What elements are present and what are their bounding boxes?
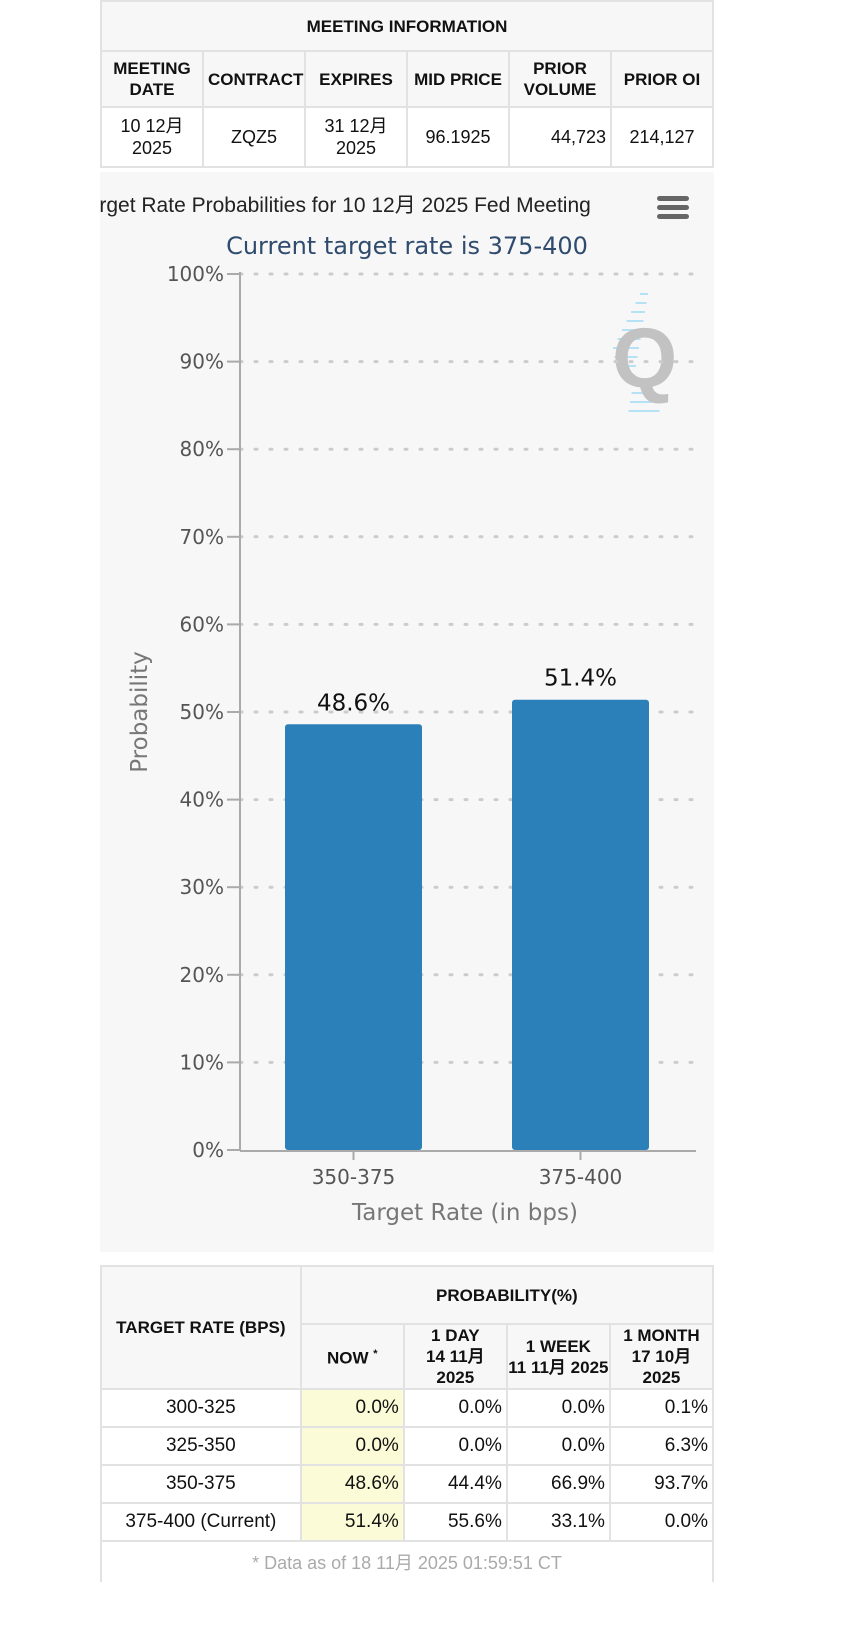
cell-week: 33.1% <box>505 1502 611 1542</box>
watermark-logo: Q <box>612 293 677 412</box>
chart-svg: Target Rate Probabilities for 10 12月 202… <box>100 194 696 1226</box>
meeting-date: 10 12月 2025 <box>100 106 204 168</box>
chart-subtitle: Current target rate is 375-400 <box>226 232 588 260</box>
cell-rate: 350-375 <box>100 1464 302 1504</box>
col-1-month: 1 MONTH 17 10月 2025 <box>608 1323 715 1390</box>
meeting-date-line2: 2025 <box>131 138 173 158</box>
cell-rate: 375-400 (Current) <box>100 1502 302 1542</box>
col-1-week-label: 1 WEEK <box>525 1336 591 1356</box>
y-tick-label: 10% <box>180 1050 224 1074</box>
y-tick-label: 20% <box>180 963 224 987</box>
col-1-day-date: 14 11月 2025 <box>426 1347 485 1387</box>
cell-month: 0.1% <box>608 1388 715 1428</box>
prior-volume: 44,723 <box>508 106 612 168</box>
x-axis-label: Target Rate (in bps) <box>351 1200 578 1226</box>
col-expires: EXPIRES <box>304 50 408 108</box>
x-tick-label: 375-400 <box>539 1165 623 1189</box>
col-now-sup: * <box>373 1348 378 1361</box>
cell-rate: 325-350 <box>100 1426 302 1466</box>
expires-line1: 31 12月 <box>324 116 388 136</box>
table-row: 10 12月 2025 ZQZ5 31 12月 2025 96.1925 44,72… <box>100 106 714 168</box>
col-probability-group: PROBABILITY(%) <box>299 1265 715 1325</box>
data-label: 48.6% <box>317 690 390 716</box>
col-contract: CONTRACT <box>202 50 306 108</box>
col-target-rate: TARGET RATE (BPS) <box>100 1265 302 1390</box>
footnote: * Data as of 18 11月 2025 01:59:51 CT <box>100 1540 714 1582</box>
chart-title: Target Rate Probabilities for 10 12月 202… <box>100 194 591 217</box>
table-row: 350-375 48.6% 44.4% 66.9% 93.7% <box>100 1464 715 1504</box>
expires: 31 12月 2025 <box>304 106 408 168</box>
cell-now: 48.6% <box>299 1464 405 1504</box>
cell-day: 44.4% <box>402 1464 508 1504</box>
col-now: NOW * <box>299 1323 405 1390</box>
col-1-day-label: 1 DAY <box>431 1326 480 1345</box>
mid-price: 96.1925 <box>406 106 510 168</box>
col-1-week: 1 WEEK 11 11月 2025 <box>505 1323 611 1390</box>
cell-week: 0.0% <box>505 1388 611 1428</box>
cell-month: 93.7% <box>608 1464 715 1504</box>
table-row: 375-400 (Current) 51.4% 55.6% 33.1% 0.0% <box>100 1502 715 1542</box>
y-tick-label: 50% <box>180 700 224 724</box>
cell-now: 0.0% <box>299 1426 405 1466</box>
col-1-week-date: 11 11月 2025 <box>508 1357 609 1377</box>
y-tick-label: 30% <box>180 875 224 899</box>
cell-now: 0.0% <box>299 1388 405 1428</box>
cell-day: 0.0% <box>402 1426 508 1466</box>
col-1-month-label: 1 MONTH <box>623 1326 700 1345</box>
cell-month: 6.3% <box>608 1426 715 1466</box>
expires-line2: 2025 <box>335 138 377 158</box>
hamburger-menu-icon[interactable] <box>657 196 689 219</box>
cell-now: 51.4% <box>299 1502 405 1542</box>
probability-chart: Target Rate Probabilities for 10 12月 202… <box>100 172 714 1252</box>
cell-month: 0.0% <box>608 1502 715 1542</box>
col-prior-volume: PRIOR VOLUME <box>508 50 612 108</box>
y-tick-label: 100% <box>167 262 224 286</box>
y-axis-label: Probability <box>127 651 153 773</box>
bar-375-400[interactable] <box>512 699 649 1150</box>
cell-week: 0.0% <box>505 1426 611 1466</box>
col-1-month-date: 17 10月 2025 <box>631 1347 692 1387</box>
watermark-q: Q <box>612 311 677 405</box>
y-tick-label: 60% <box>180 612 224 636</box>
y-tick-label: 0% <box>192 1138 224 1162</box>
cell-week: 66.9% <box>505 1464 611 1504</box>
x-tick-label: 350-375 <box>312 1165 396 1189</box>
y-tick-label: 40% <box>180 788 224 812</box>
cell-day: 55.6% <box>402 1502 508 1542</box>
cell-rate: 300-325 <box>100 1388 302 1428</box>
cell-day: 0.0% <box>402 1388 508 1428</box>
probability-table: TARGET RATE (BPS) PROBABILITY(%) NOW * 1… <box>100 1265 715 1582</box>
table-row: 325-350 0.0% 0.0% 0.0% 6.3% <box>100 1426 715 1466</box>
meeting-date-line1: 10 12月 <box>120 116 184 136</box>
col-now-label: NOW <box>326 1348 369 1368</box>
meeting-information-table: MEETING INFORMATION MEETING DATE CONTRAC… <box>100 0 714 168</box>
y-tick-label: 70% <box>180 525 224 549</box>
bar-350-375[interactable] <box>285 724 422 1150</box>
col-mid-price: MID PRICE <box>406 50 510 108</box>
col-prior-oi: PRIOR OI <box>610 50 714 108</box>
y-tick-label: 90% <box>180 350 224 374</box>
meeting-caption: MEETING INFORMATION <box>100 0 714 52</box>
y-tick-label: 80% <box>180 437 224 461</box>
col-meeting-date: MEETING DATE <box>100 50 204 108</box>
data-label: 51.4% <box>544 666 617 692</box>
prior-oi: 214,127 <box>610 106 714 168</box>
col-1-day: 1 DAY 14 11月 2025 <box>402 1323 508 1390</box>
table-row: 300-325 0.0% 0.0% 0.0% 0.1% <box>100 1388 715 1428</box>
contract: ZQZ5 <box>202 106 306 168</box>
